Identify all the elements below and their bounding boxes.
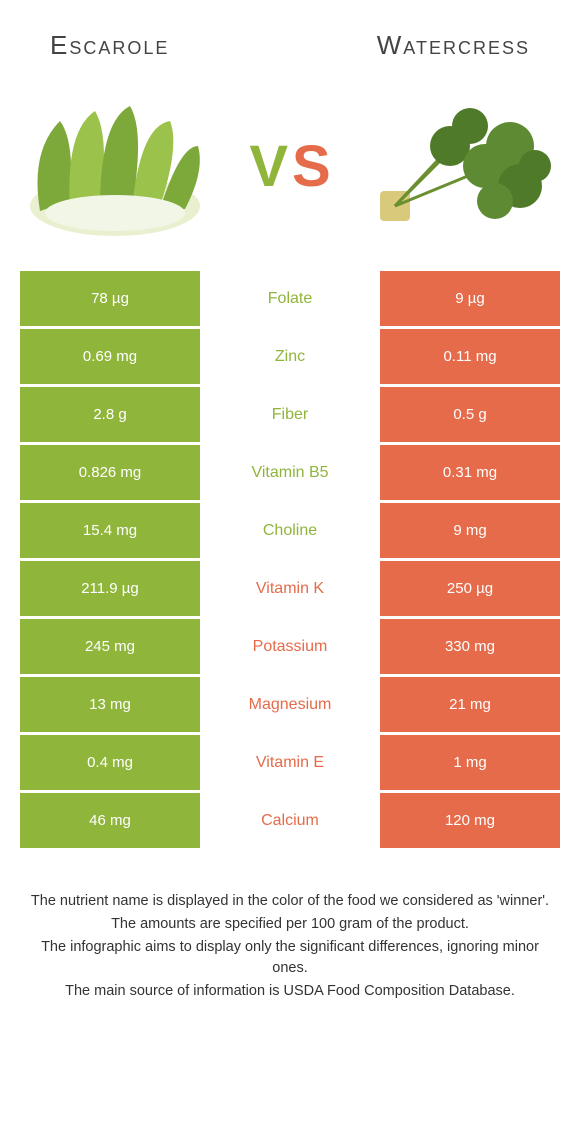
- escarole-icon: [20, 91, 210, 241]
- vs-row: VS: [20, 91, 560, 271]
- infographic-root: Escarole Watercress VS: [0, 0, 580, 1002]
- right-value: 330 mg: [380, 619, 560, 674]
- table-row: 245 mgPotassium330 mg: [20, 619, 560, 674]
- right-value: 0.5 g: [380, 387, 560, 442]
- right-value: 0.11 mg: [380, 329, 560, 384]
- left-value: 211.9 µg: [20, 561, 200, 616]
- nutrient-label: Vitamin E: [200, 735, 380, 790]
- title-row: Escarole Watercress: [20, 20, 560, 91]
- nutrient-label: Zinc: [200, 329, 380, 384]
- title-right: Watercress: [377, 30, 530, 61]
- footnote-line: The nutrient name is displayed in the co…: [30, 891, 550, 912]
- right-value: 21 mg: [380, 677, 560, 732]
- vs-label: VS: [249, 133, 330, 200]
- left-value: 15.4 mg: [20, 503, 200, 558]
- right-value: 9 µg: [380, 271, 560, 326]
- table-row: 2.8 gFiber0.5 g: [20, 387, 560, 442]
- vs-v: V: [249, 133, 288, 200]
- left-value: 46 mg: [20, 793, 200, 848]
- nutrient-label: Choline: [200, 503, 380, 558]
- nutrient-label: Magnesium: [200, 677, 380, 732]
- nutrient-label: Vitamin K: [200, 561, 380, 616]
- right-value: 250 µg: [380, 561, 560, 616]
- table-row: 46 mgCalcium120 mg: [20, 793, 560, 848]
- nutrient-label: Fiber: [200, 387, 380, 442]
- footnote-line: The main source of information is USDA F…: [30, 981, 550, 1002]
- escarole-image: [20, 91, 210, 241]
- table-row: 211.9 µgVitamin K250 µg: [20, 561, 560, 616]
- watercress-icon: [370, 91, 560, 241]
- footnote-line: The amounts are specified per 100 gram o…: [30, 914, 550, 935]
- left-value: 0.4 mg: [20, 735, 200, 790]
- table-row: 13 mgMagnesium21 mg: [20, 677, 560, 732]
- right-value: 9 mg: [380, 503, 560, 558]
- nutrient-label: Potassium: [200, 619, 380, 674]
- footnote-line: The infographic aims to display only the…: [30, 937, 550, 979]
- left-value: 0.826 mg: [20, 445, 200, 500]
- table-row: 0.69 mgZinc0.11 mg: [20, 329, 560, 384]
- title-left: Escarole: [50, 30, 169, 61]
- right-value: 120 mg: [380, 793, 560, 848]
- nutrient-label: Folate: [200, 271, 380, 326]
- nutrient-table: 78 µgFolate9 µg0.69 mgZinc0.11 mg2.8 gFi…: [20, 271, 560, 848]
- left-value: 245 mg: [20, 619, 200, 674]
- table-row: 0.4 mgVitamin E1 mg: [20, 735, 560, 790]
- left-value: 13 mg: [20, 677, 200, 732]
- left-value: 78 µg: [20, 271, 200, 326]
- footnotes: The nutrient name is displayed in the co…: [20, 851, 560, 1002]
- right-value: 1 mg: [380, 735, 560, 790]
- left-value: 2.8 g: [20, 387, 200, 442]
- nutrient-label: Calcium: [200, 793, 380, 848]
- right-value: 0.31 mg: [380, 445, 560, 500]
- table-row: 15.4 mgCholine9 mg: [20, 503, 560, 558]
- watercress-image: [370, 91, 560, 241]
- table-row: 0.826 mgVitamin B50.31 mg: [20, 445, 560, 500]
- left-value: 0.69 mg: [20, 329, 200, 384]
- table-row: 78 µgFolate9 µg: [20, 271, 560, 326]
- nutrient-label: Vitamin B5: [200, 445, 380, 500]
- vs-s: S: [292, 133, 331, 200]
